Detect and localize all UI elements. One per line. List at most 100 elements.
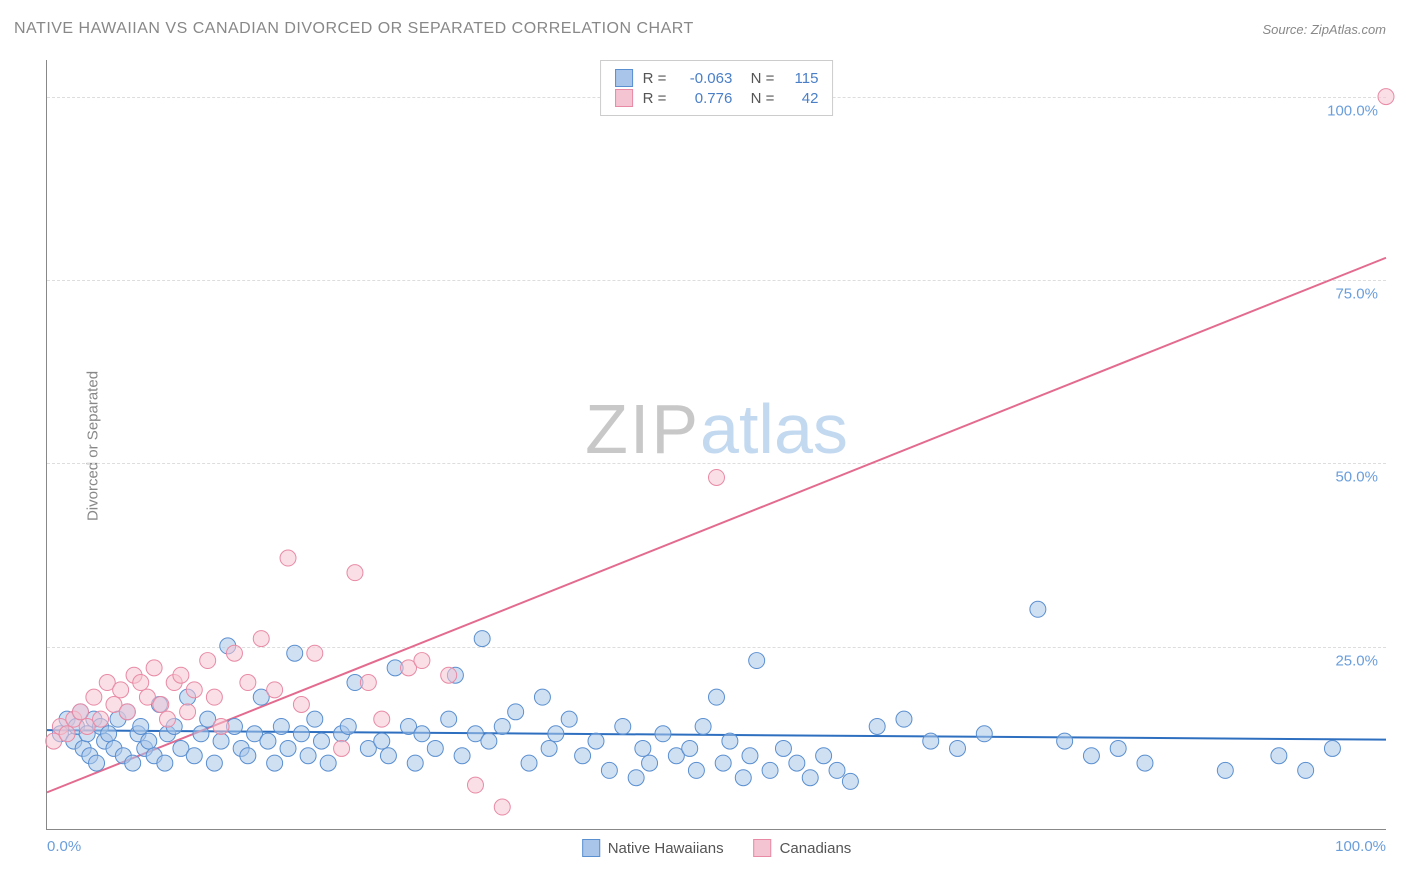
scatter-point <box>307 645 323 661</box>
scatter-point <box>380 748 396 764</box>
plot-area: ZIPatlas 25.0%50.0%75.0%100.0% 0.0% 100.… <box>46 60 1386 830</box>
stats-legend-box: R =-0.063 N =115R =0.776 N =42 <box>600 60 834 116</box>
scatter-point <box>414 653 430 669</box>
scatter-point <box>541 740 557 756</box>
scatter-point <box>206 689 222 705</box>
scatter-point <box>655 726 671 742</box>
scatter-point <box>141 733 157 749</box>
scatter-point <box>347 565 363 581</box>
legend-swatch <box>615 69 633 87</box>
scatter-point <box>575 748 591 764</box>
scatter-point <box>474 631 490 647</box>
scatter-point <box>1110 740 1126 756</box>
scatter-point <box>816 748 832 764</box>
legend-bottom: Native HawaiiansCanadians <box>582 839 852 857</box>
scatter-point <box>896 711 912 727</box>
scatter-point <box>1217 762 1233 778</box>
scatter-point <box>1271 748 1287 764</box>
scatter-point <box>186 682 202 698</box>
scatter-point <box>1083 748 1099 764</box>
stats-row: R =0.776 N =42 <box>615 89 819 107</box>
scatter-point <box>923 733 939 749</box>
scatter-point <box>314 733 330 749</box>
legend-swatch <box>615 89 633 107</box>
scatter-point <box>950 740 966 756</box>
scatter-point <box>561 711 577 727</box>
scatter-point <box>789 755 805 771</box>
scatter-point <box>427 740 443 756</box>
scatter-point <box>1378 89 1394 105</box>
scatter-point <box>125 755 141 771</box>
scatter-point <box>180 704 196 720</box>
scatter-point <box>762 762 778 778</box>
scatter-point <box>206 755 222 771</box>
legend-label: Native Hawaiians <box>608 840 724 857</box>
scatter-point <box>240 675 256 691</box>
scatter-point <box>715 755 731 771</box>
scatter-point <box>186 748 202 764</box>
scatter-point <box>441 667 457 683</box>
stats-r-value: -0.063 <box>676 70 732 87</box>
scatter-point <box>300 748 316 764</box>
scatter-point <box>508 704 524 720</box>
scatter-point <box>226 645 242 661</box>
scatter-point <box>534 689 550 705</box>
scatter-point <box>588 733 604 749</box>
scatter-point <box>1324 740 1340 756</box>
x-tick-right: 100.0% <box>1335 838 1386 855</box>
scatter-point <box>709 469 725 485</box>
scatter-point <box>160 711 176 727</box>
scatter-point <box>688 762 704 778</box>
scatter-point <box>273 718 289 734</box>
legend-swatch <box>754 839 772 857</box>
scatter-point <box>735 770 751 786</box>
scatter-point <box>682 740 698 756</box>
stats-r-value: 0.776 <box>676 90 732 107</box>
scatter-point <box>153 697 169 713</box>
scatter-point <box>441 711 457 727</box>
scatter-point <box>775 740 791 756</box>
scatter-point <box>260 733 276 749</box>
scatter-point <box>742 748 758 764</box>
scatter-point <box>267 682 283 698</box>
scatter-point <box>374 711 390 727</box>
scatter-point <box>200 653 216 669</box>
legend-item: Native Hawaiians <box>582 839 724 857</box>
scatter-point <box>360 675 376 691</box>
scatter-point <box>133 675 149 691</box>
scatter-point <box>467 777 483 793</box>
scatter-point <box>89 755 105 771</box>
scatter-point <box>709 689 725 705</box>
scatter-point <box>695 718 711 734</box>
scatter-point <box>1298 762 1314 778</box>
scatter-point <box>454 748 470 764</box>
scatter-point <box>119 704 135 720</box>
scatter-point <box>86 689 102 705</box>
scatter-point <box>133 718 149 734</box>
stats-n-label: N = <box>742 90 774 107</box>
legend-swatch <box>582 839 600 857</box>
scatter-point <box>293 697 309 713</box>
stats-n-value: 115 <box>784 70 818 87</box>
scatter-point <box>628 770 644 786</box>
scatter-point <box>842 773 858 789</box>
stats-n-label: N = <box>742 70 774 87</box>
x-tick-left: 0.0% <box>47 838 81 855</box>
scatter-point <box>494 799 510 815</box>
scatter-point <box>829 762 845 778</box>
scatter-point <box>320 755 336 771</box>
scatter-point <box>59 726 75 742</box>
stats-r-label: R = <box>643 70 667 87</box>
scatter-point <box>280 740 296 756</box>
scatter-point <box>72 704 88 720</box>
scatter-point <box>976 726 992 742</box>
scatter-point <box>293 726 309 742</box>
scatter-point <box>521 755 537 771</box>
scatter-point <box>374 733 390 749</box>
scatter-point <box>642 755 658 771</box>
scatter-svg <box>47 60 1386 829</box>
scatter-point <box>615 718 631 734</box>
stats-r-label: R = <box>643 90 667 107</box>
scatter-point <box>267 755 283 771</box>
scatter-point <box>481 733 497 749</box>
